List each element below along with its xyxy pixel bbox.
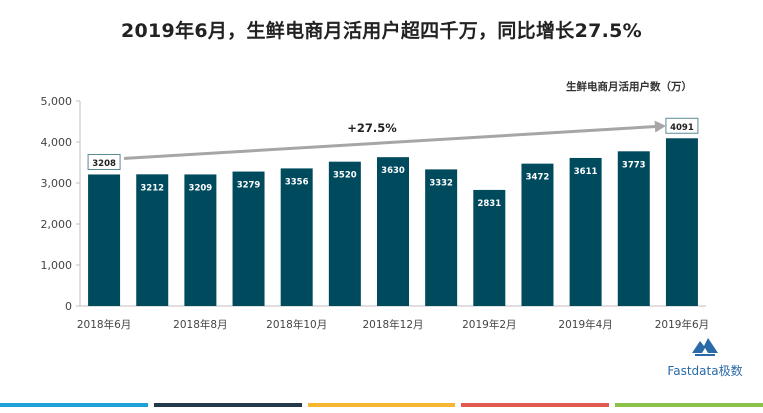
bar [377,157,409,306]
boxed-data-label-frame [87,153,121,170]
y-tick-label: 5,000 [41,95,73,108]
x-tick-label: 2018年6月 [77,318,131,331]
growth-arrow-line [123,124,661,160]
logo-text: Fastdata极数 [667,364,743,378]
bar [425,169,458,306]
fastdata-logo: Fastdata极数 [660,335,750,379]
x-tick-label: 2018年8月 [173,318,227,331]
data-label: 3209 [189,183,213,193]
bar [569,157,602,306]
bar [184,174,217,306]
fastdata-mountain-icon [692,338,718,356]
data-label: 3208 [92,159,116,169]
data-label: 3356 [285,177,309,187]
bar [88,174,121,306]
growth-arrow-head [654,120,666,133]
page-title: 2019年6月，生鲜电商月活用户超四千万，同比增长27.5% [120,20,643,42]
y-tick-label: 4,000 [41,136,73,149]
footer-segment-1 [0,403,148,407]
footer-segment-5 [615,403,763,407]
data-label: 3773 [622,160,646,170]
data-label: 3472 [526,173,550,183]
y-tick-label: 0 [65,300,72,313]
x-tick-label: 2019年6月 [655,318,709,331]
bar [328,161,361,306]
data-label: 2831 [477,199,501,209]
y-tick-label: 2,000 [41,218,73,231]
footer-segment-4 [461,403,610,407]
data-label: 3332 [429,178,453,188]
bar [280,168,313,306]
x-tick-label: 2018年12月 [362,318,423,331]
bar [473,189,506,306]
footer-segment-3 [307,403,456,407]
data-label: 4091 [670,123,694,133]
bar [136,174,169,306]
x-tick-label: 2019年4月 [558,318,612,331]
growth-annotation: +27.5% [347,121,397,135]
data-label: 3611 [574,167,598,177]
data-label: 3630 [381,166,405,176]
data-label: 3212 [140,183,164,193]
y-tick-label: 3,000 [41,177,73,190]
x-tick-label: 2018年10月 [266,318,327,331]
bar [617,151,650,306]
data-label: 3279 [237,181,261,191]
y-tick-label: 1,000 [41,259,73,272]
boxed-data-label-frame [665,117,699,134]
data-label: 3520 [333,171,357,181]
y-axis-label: 生鲜电商月活用户数（万） [566,80,692,93]
x-tick-label: 2019年2月 [462,318,516,331]
bar [521,163,554,306]
footer-segment-2 [153,403,302,407]
bar [232,171,265,306]
bar [665,138,698,306]
footer-color-bar [0,403,763,407]
